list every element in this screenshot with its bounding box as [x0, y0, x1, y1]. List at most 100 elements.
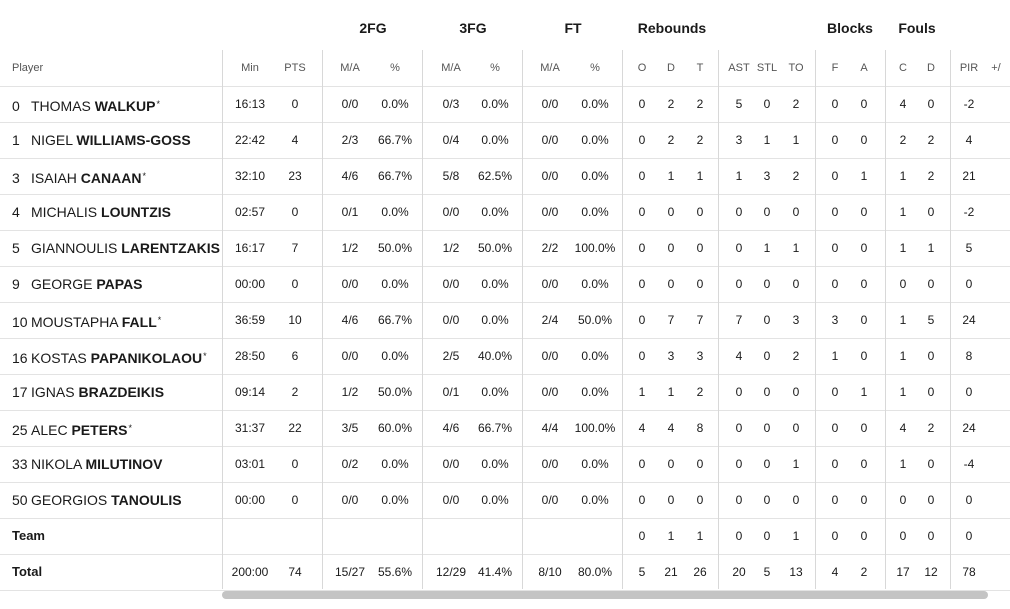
- column-header-player: Player: [12, 50, 43, 86]
- player-number: 1: [12, 122, 30, 158]
- player-row[interactable]: 17 Ignas Brazdeikis 09:14 2 1/2 50.0% 0/1 0.0% 0…: [0, 374, 1010, 411]
- stat-cell: 66.7%: [465, 410, 525, 446]
- player-row[interactable]: 9 George Papas 00:00 0 0/0 0.0% 0/0 0.0% 0/0 0.0%…: [0, 266, 1010, 303]
- player-number: 17: [12, 374, 30, 410]
- player-last-name: Tanoulis: [111, 492, 182, 508]
- stat-cell: 4: [265, 122, 325, 158]
- column-header: %: [570, 50, 620, 86]
- stat-cell: 5: [939, 230, 999, 266]
- player-number: 0: [12, 88, 30, 124]
- stat-cell: 0: [265, 194, 325, 230]
- starter-mark: *: [158, 315, 162, 325]
- player-name[interactable]: 9 George Papas: [12, 266, 143, 302]
- stat-cell: 23: [265, 158, 325, 194]
- stat-cell: 0: [265, 266, 325, 302]
- player-name[interactable]: 16 Kostas Papanikolaou*: [12, 338, 207, 376]
- group-header-row: 2FG 3FG FT Rebounds Blocks Fouls: [0, 20, 1010, 40]
- stat-cell: 0.0%: [465, 122, 525, 158]
- column-header: M/A: [426, 50, 476, 86]
- stat-cell: 6: [265, 338, 325, 374]
- player-name[interactable]: 33 Nikola Milutinov: [12, 446, 162, 482]
- column-divider: [950, 50, 951, 589]
- player-first-name: Thomas: [31, 98, 95, 114]
- player-row[interactable]: 1 Nigel Williams-Goss 22:42 4 2/3 66.7% 0/4 0.0…: [0, 122, 1010, 159]
- stat-cell: 0.0%: [365, 86, 425, 122]
- player-name[interactable]: 3 Isaiah Canaan*: [12, 158, 146, 196]
- stat-cell: 74: [265, 554, 325, 590]
- player-row[interactable]: 10 Moustapha Fall* 36:59 10 4/6 66.7% 0/0 0.0% 2…: [0, 302, 1010, 339]
- player-first-name: Alec: [31, 422, 71, 438]
- stat-cell: 0.0%: [465, 194, 525, 230]
- player-name[interactable]: 25 Alec Peters*: [12, 410, 132, 448]
- stat-cell: 2: [265, 374, 325, 410]
- stat-cell: 0.0%: [365, 338, 425, 374]
- stat-cell: 8: [939, 338, 999, 374]
- group-header-2fg: 2FG: [323, 20, 423, 36]
- stat-cell: 4: [939, 122, 999, 158]
- stat-cell: -2: [939, 86, 999, 122]
- column-header: %: [370, 50, 420, 86]
- player-row[interactable]: 16 Kostas Papanikolaou* 28:50 6 0/0 0.0% 2/5 40…: [0, 338, 1010, 375]
- group-header-ft: FT: [523, 20, 623, 36]
- player-row[interactable]: 50 Georgios Tanoulis 00:00 0 0/0 0.0% 0/0 0.0% 0…: [0, 482, 1010, 519]
- stat-cell: 50.0%: [465, 230, 525, 266]
- player-row[interactable]: 0 Thomas Walkup* 16:13 0 0/0 0.0% 0/3 0.0% 0/0 0.…: [0, 86, 1010, 123]
- player-name[interactable]: 1 Nigel Williams-Goss: [12, 122, 191, 158]
- player-last-name: Lountzis: [101, 204, 171, 220]
- stat-cell: 0.0%: [365, 194, 425, 230]
- player-row[interactable]: 25 Alec Peters* 31:37 22 3/5 60.0% 4/6 66.7% 4/4…: [0, 410, 1010, 447]
- column-header: PTS: [270, 50, 320, 86]
- column-divider: [718, 50, 719, 589]
- player-number: 4: [12, 194, 30, 230]
- column-divider: [622, 50, 623, 589]
- column-header: M/A: [525, 50, 575, 86]
- stat-cell: 22: [265, 410, 325, 446]
- stat-cell: 55.6%: [365, 554, 425, 590]
- stat-cell: 66.7%: [365, 122, 425, 158]
- player-row[interactable]: 5 Giannoulis Larentzakis 16:17 7 1/2 50.0% 1/2…: [0, 230, 1010, 267]
- total-row-label: Total: [12, 554, 42, 590]
- column-divider: [522, 50, 523, 589]
- player-row[interactable]: 4 Michalis Lountzis 02:57 0 0/1 0.0% 0/0 0.0% 0/…: [0, 194, 1010, 231]
- player-row[interactable]: 33 Nikola Milutinov 03:01 0 0/2 0.0% 0/0 0.0% 0/…: [0, 446, 1010, 483]
- stat-cell: 78: [939, 554, 999, 590]
- player-number: 3: [12, 160, 30, 196]
- player-row[interactable]: 3 Isaiah Canaan* 32:10 23 4/6 66.7% 5/8 62.5% 0/…: [0, 158, 1010, 195]
- player-last-name: Papas: [96, 276, 142, 292]
- starter-mark: *: [203, 351, 207, 361]
- player-name[interactable]: 50 Georgios Tanoulis: [12, 482, 182, 518]
- player-first-name: Georgios: [31, 492, 111, 508]
- player-number: 5: [12, 230, 30, 266]
- stat-cell: 0.0%: [465, 482, 525, 518]
- player-last-name: Canaan: [81, 170, 142, 186]
- player-name[interactable]: 17 Ignas Brazdeikis: [12, 374, 164, 410]
- group-header-rebounds: Rebounds: [622, 20, 722, 36]
- team-row-label: Team: [12, 518, 45, 554]
- horizontal-scrollbar[interactable]: [222, 591, 988, 599]
- player-number: 16: [12, 340, 30, 376]
- player-name[interactable]: 4 Michalis Lountzis: [12, 194, 171, 230]
- player-name[interactable]: 5 Giannoulis Larentzakis: [12, 230, 220, 266]
- stat-cell: 10: [265, 302, 325, 338]
- stat-cell: 0.0%: [465, 302, 525, 338]
- player-first-name: Nigel: [31, 132, 76, 148]
- total-row: Total 200:00 74 15/27 55.6% 12/29 41.4% 8/10 80.…: [0, 554, 1010, 591]
- player-number: 50: [12, 482, 30, 518]
- player-first-name: Kostas: [31, 350, 91, 366]
- column-header: Min: [225, 50, 275, 86]
- stat-cell: 66.7%: [365, 158, 425, 194]
- player-first-name: Moustapha: [31, 314, 122, 330]
- player-first-name: Nikola: [31, 456, 85, 472]
- stat-cell: 24: [939, 410, 999, 446]
- stat-cell: 0.0%: [365, 446, 425, 482]
- stat-cell: 0.0%: [365, 482, 425, 518]
- player-name[interactable]: 0 Thomas Walkup*: [12, 86, 160, 124]
- player-name[interactable]: 10 Moustapha Fall*: [12, 302, 161, 340]
- stat-cell: 50.0%: [365, 374, 425, 410]
- player-last-name: Peters: [71, 422, 127, 438]
- column-divider: [885, 50, 886, 589]
- player-number: 25: [12, 412, 30, 448]
- stat-cell: 41.4%: [465, 554, 525, 590]
- column-header-row: Player Min PTS M/A% M/A% M/A% O D T AST STL TO F A C D P…: [0, 50, 1010, 87]
- stat-cell: 0.0%: [465, 446, 525, 482]
